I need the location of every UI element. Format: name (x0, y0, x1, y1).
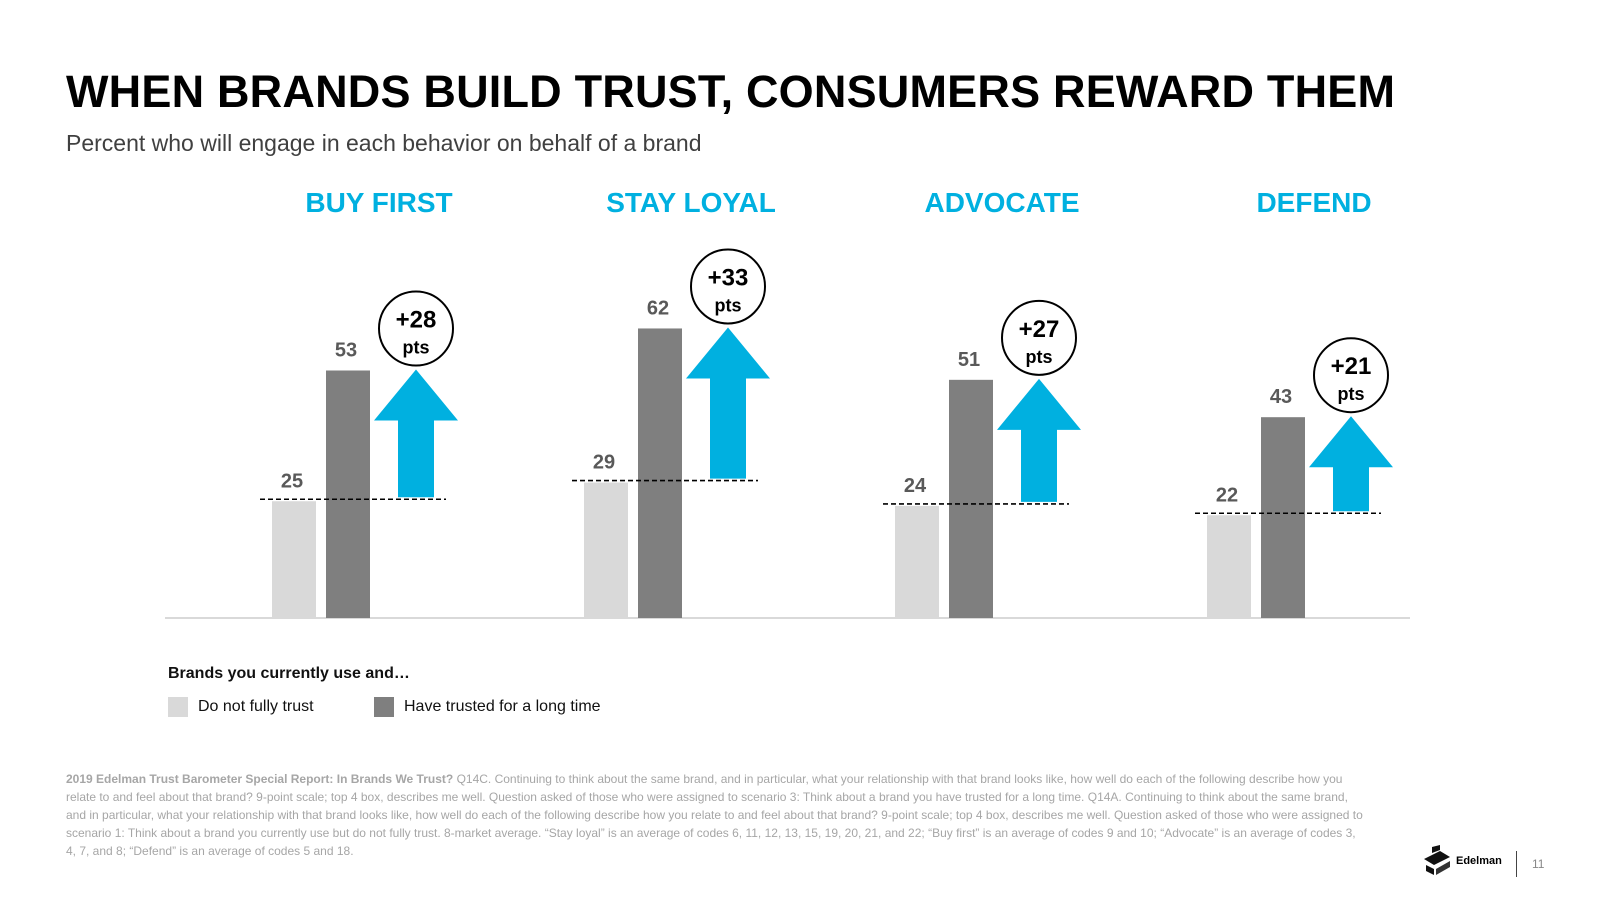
page-subtitle: Percent who will engage in each behavior… (66, 130, 702, 156)
increase-badge-unit: pts (715, 295, 742, 315)
data-label: 24 (904, 475, 927, 497)
footnote-text: Q14C. Continuing to think about the same… (66, 772, 1363, 858)
legend-swatch-dark (374, 697, 394, 717)
source-footnote: 2019 Edelman Trust Barometer Special Rep… (66, 770, 1366, 860)
page-number: 11 (1532, 857, 1545, 871)
data-label: 53 (335, 339, 357, 361)
increase-badge-circle (1001, 299, 1077, 376)
bar-trusted-long-time (949, 379, 993, 618)
increase-badge-circle (1313, 337, 1389, 414)
bar-do-not-fully-trust (272, 501, 316, 618)
bar-trusted-long-time (638, 328, 682, 618)
legend-swatch-light (168, 697, 188, 717)
increase-badge-circle (378, 290, 454, 367)
increase-arrow-icon (997, 378, 1081, 502)
data-label: 22 (1216, 484, 1238, 506)
data-label: 25 (281, 470, 303, 492)
bar-do-not-fully-trust (895, 505, 939, 618)
category-label: ADVOCATE (924, 187, 1079, 218)
data-label: 62 (647, 297, 669, 319)
data-label: 29 (593, 452, 615, 474)
footer-divider (1516, 851, 1517, 877)
category-label: STAY LOYAL (606, 187, 776, 218)
page-title: WHEN BRANDS BUILD TRUST, CONSUMERS REWAR… (66, 66, 1396, 117)
logo-wordmark: Edelman (1456, 855, 1502, 867)
increase-arrow-icon (1309, 416, 1393, 512)
edelman-logo: Edelman (1420, 845, 1502, 877)
legend-item-trusted-long-time: Have trusted for a long time (374, 697, 601, 717)
legend-title: Brands you currently use and… (168, 665, 410, 682)
footnote-source: 2019 Edelman Trust Barometer Special Rep… (66, 772, 454, 786)
category-label: BUY FIRST (305, 187, 452, 218)
bar-trusted-long-time (1261, 417, 1305, 618)
bar-trusted-long-time (326, 370, 370, 618)
legend-label: Have trusted for a long time (404, 698, 601, 715)
increase-badge-unit: pts (1338, 384, 1365, 404)
trust-behavior-chart: BUY FIRST 25 53 +28 pts STAY LOYAL 29 62 +33 pts A… (165, 187, 1410, 619)
data-label: 51 (958, 349, 980, 371)
increase-arrow-icon (374, 369, 458, 498)
bar-do-not-fully-trust (1207, 515, 1251, 618)
increase-badge-circle (690, 248, 766, 325)
increase-arrow-icon (686, 327, 770, 479)
increase-badge-value: +28 (396, 306, 437, 333)
increase-badge-unit: pts (1026, 347, 1053, 367)
edelman-mark-icon (1424, 845, 1450, 875)
bar-do-not-fully-trust (584, 482, 628, 618)
legend-label: Do not fully trust (198, 698, 314, 715)
increase-badge-value: +33 (708, 264, 749, 291)
legend-item-do-not-fully-trust: Do not fully trust (168, 697, 314, 717)
data-label: 43 (1270, 386, 1292, 408)
increase-badge-value: +21 (1331, 353, 1372, 380)
increase-badge-unit: pts (403, 337, 430, 357)
category-label: DEFEND (1256, 187, 1371, 218)
increase-badge-value: +27 (1019, 316, 1060, 343)
